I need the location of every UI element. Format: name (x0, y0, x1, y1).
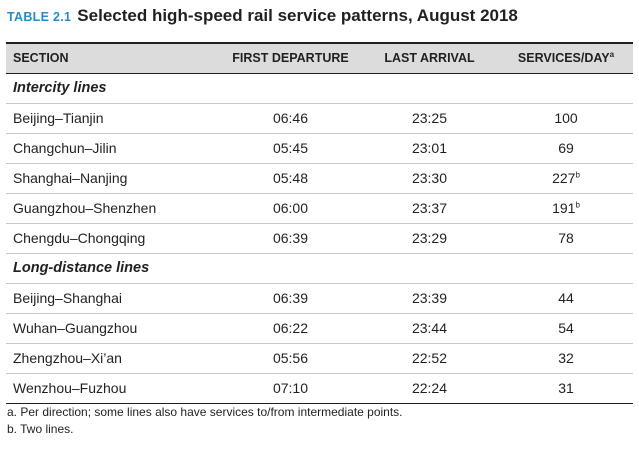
table-row: Chengdu–Chongqing 06:39 23:29 78 (6, 223, 633, 253)
cell-last-arrival: 23:37 (411, 200, 448, 216)
cell-last-arrival: 23:44 (411, 320, 448, 336)
col-header-last-arrival: LAST ARRIVAL (384, 51, 475, 66)
services-value: 100 (554, 110, 578, 126)
cell-services-day: 31 (499, 373, 633, 403)
cell-services-day: 78 (499, 223, 633, 253)
footnote-b: b. Two lines. (7, 422, 74, 436)
table-caption: TABLE 2.1 Selected high-speed rail servi… (7, 6, 518, 30)
cell-first-departure: 07:10 (272, 380, 309, 396)
rail-service-table: SECTION FIRST DEPARTURE LAST ARRIVAL SER… (6, 42, 633, 404)
footnote-marker: a (609, 50, 615, 60)
table-number: TABLE 2.1 (7, 10, 72, 24)
cell-last-arrival: 22:52 (411, 350, 448, 366)
cell-section: Shanghai–Nanjing (13, 170, 128, 186)
footnote-marker: b (575, 200, 580, 210)
cell-first-departure: 05:48 (272, 170, 309, 186)
header-row: SECTION FIRST DEPARTURE LAST ARRIVAL SER… (6, 43, 633, 73)
services-value: 69 (558, 140, 574, 156)
cell-services-day: 32 (499, 343, 633, 373)
section-group-row: Long-distance lines (6, 253, 633, 283)
cell-first-departure: 05:45 (272, 140, 309, 156)
cell-first-departure: 05:56 (272, 350, 309, 366)
table-row: Changchun–Jilin 05:45 23:01 69 (6, 133, 633, 163)
cell-section: Wuhan–Guangzhou (13, 320, 138, 336)
col-header-services-label: SERVICES/DAY (517, 51, 610, 66)
cell-last-arrival: 23:01 (411, 140, 448, 156)
footnote-a: a. Per direction; some lines also have s… (7, 405, 403, 419)
cell-last-arrival: 23:25 (411, 110, 448, 126)
cell-section: Changchun–Jilin (13, 140, 117, 156)
services-value: 32 (558, 350, 574, 366)
table-row: Zhengzhou–Xi’an 05:56 22:52 32 (6, 343, 633, 373)
cell-services-day: 44 (499, 283, 633, 313)
cell-last-arrival: 22:24 (411, 380, 448, 396)
cell-section: Wenzhou–Fuzhou (13, 380, 127, 396)
col-header-services-day: SERVICES/DAYa (499, 43, 633, 73)
table-row: Guangzhou–Shenzhen 06:00 23:37 191b (6, 193, 633, 223)
cell-services-day: 54 (499, 313, 633, 343)
cell-services-day: 69 (499, 133, 633, 163)
services-value: 31 (558, 380, 574, 396)
table-row: Shanghai–Nanjing 05:48 23:30 227b (6, 163, 633, 193)
col-header-first-departure: FIRST DEPARTURE (232, 51, 349, 66)
cell-first-departure: 06:00 (272, 200, 309, 216)
cell-services-day: 100 (499, 103, 633, 133)
cell-section: Beijing–Shanghai (13, 290, 122, 306)
table-row: Beijing–Shanghai 06:39 23:39 44 (6, 283, 633, 313)
table-row: Wenzhou–Fuzhou 07:10 22:24 31 (6, 373, 633, 403)
section-group-heading: Long-distance lines (13, 260, 150, 276)
cell-first-departure: 06:22 (272, 320, 309, 336)
section-group-row: Intercity lines (6, 73, 633, 103)
services-value: 54 (558, 320, 574, 336)
services-value: 227 (552, 170, 576, 186)
cell-last-arrival: 23:29 (411, 230, 448, 246)
cell-first-departure: 06:39 (272, 290, 309, 306)
table-notes: a. Per direction; some lines also have s… (7, 404, 403, 438)
services-value: 44 (558, 290, 574, 306)
cell-section: Chengdu–Chongqing (13, 230, 146, 246)
col-header-section: SECTION (13, 51, 69, 66)
cell-last-arrival: 23:30 (411, 170, 448, 186)
table-title: Selected high-speed rail service pattern… (77, 6, 518, 25)
cell-first-departure: 06:39 (272, 230, 309, 246)
cell-section: Guangzhou–Shenzhen (13, 200, 157, 216)
cell-section: Zhengzhou–Xi’an (13, 350, 122, 366)
table-row: Wuhan–Guangzhou 06:22 23:44 54 (6, 313, 633, 343)
section-group-heading: Intercity lines (13, 80, 107, 96)
cell-services-day: 227b (499, 163, 633, 193)
services-value: 191 (552, 200, 576, 216)
table-row: Beijing–Tianjin 06:46 23:25 100 (6, 103, 633, 133)
services-value: 78 (558, 230, 574, 246)
cell-first-departure: 06:46 (272, 110, 309, 126)
cell-last-arrival: 23:39 (411, 290, 448, 306)
footnote-marker: b (575, 170, 580, 180)
cell-section: Beijing–Tianjin (13, 110, 104, 126)
cell-services-day: 191b (499, 193, 633, 223)
